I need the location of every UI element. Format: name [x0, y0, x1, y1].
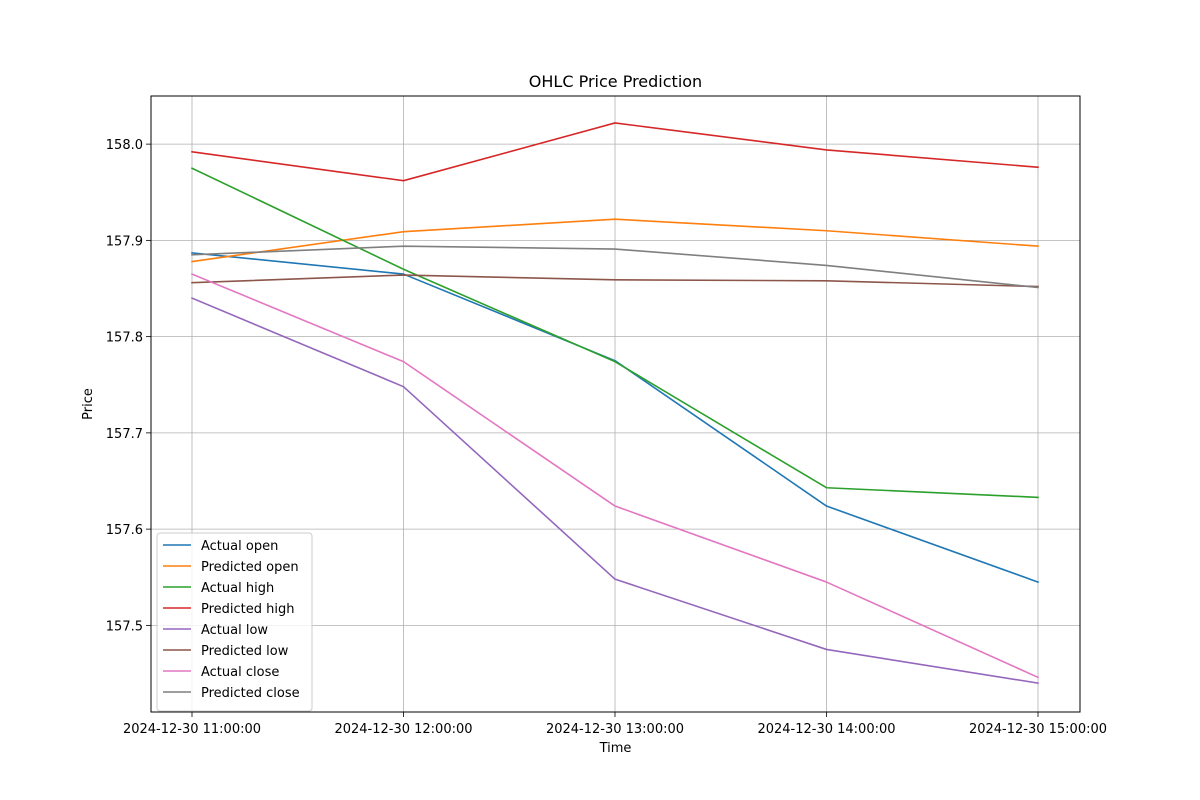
- legend-entry: Predicted open: [201, 560, 299, 575]
- legend-entry: Predicted close: [201, 686, 300, 701]
- plot-frame: [150, 95, 1081, 713]
- x-tick-label: 2024-12-30 13:00:00: [546, 722, 684, 737]
- series-line-actual-high: [190, 167, 1039, 499]
- y-tick-label: 157.7: [106, 427, 143, 442]
- series-line-predicted-close: [191, 245, 1039, 289]
- series-line-predicted-open: [191, 218, 1039, 263]
- legend-entry: Predicted high: [201, 602, 295, 617]
- y-tick-label: 157.8: [106, 331, 143, 346]
- y-tick-label: 157.6: [106, 523, 143, 538]
- x-axis-label: Time: [599, 741, 632, 756]
- series-line-actual-open: [191, 252, 1040, 584]
- x-tick-label: 2024-12-30 12:00:00: [334, 722, 472, 737]
- legend-entry: Actual high: [201, 581, 274, 596]
- x-tick-label: 2024-12-30 11:00:00: [123, 722, 261, 737]
- legend-entry: Predicted low: [201, 644, 289, 659]
- series-line-actual-low: [190, 297, 1039, 685]
- legend-entry: Actual open: [201, 539, 278, 554]
- x-tick-label: 2024-12-30 14:00:00: [757, 722, 895, 737]
- chart-title: OHLC Price Prediction: [529, 72, 702, 91]
- legend: Actual open Predicted open Actual high Pred…: [156, 532, 313, 712]
- y-tick-label: 157.5: [106, 619, 143, 634]
- series-line-predicted-low: [191, 274, 1039, 288]
- legend-entry: Actual low: [201, 623, 268, 638]
- y-axis-ticks: 157.5 157.6 157.7 157.8 157.9 158.0: [106, 138, 151, 634]
- series-lines: [190, 122, 1040, 685]
- legend-entry: Actual close: [201, 665, 279, 680]
- y-axis-label: Price: [81, 388, 96, 420]
- series-line-predicted-high: [191, 122, 1039, 182]
- y-tick-label: 158.0: [106, 138, 143, 153]
- series-line-actual-close: [190, 273, 1040, 679]
- legend-box: [156, 532, 313, 712]
- x-tick-label: 2024-12-30 15:00:00: [969, 722, 1107, 737]
- x-axis-ticks: 2024-12-30 11:00:00 2024-12-30 12:00:00 20…: [123, 712, 1107, 737]
- y-tick-label: 157.9: [106, 234, 143, 249]
